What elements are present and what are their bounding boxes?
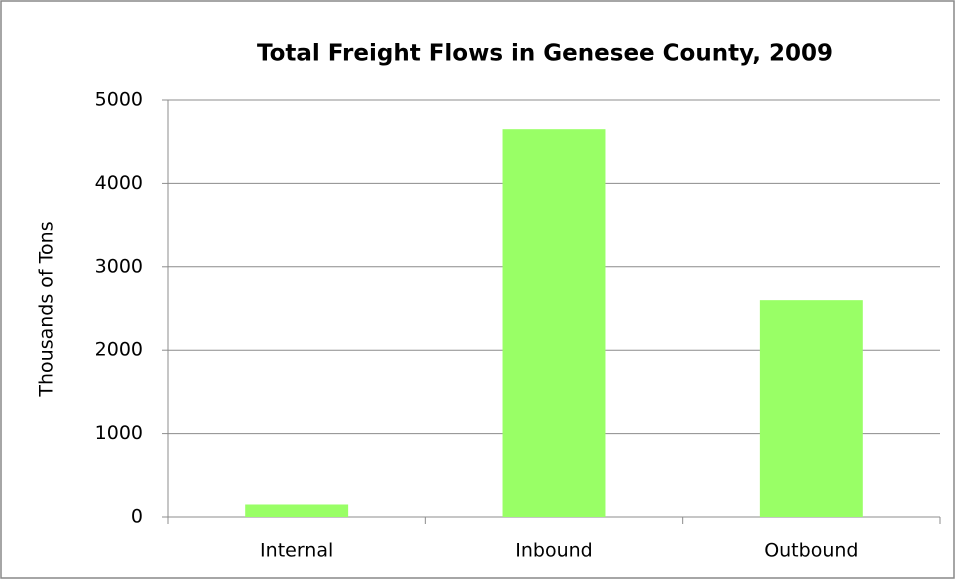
x-tick-label: Internal (260, 540, 333, 562)
y-axis-label: Thousands of Tons (36, 221, 58, 397)
bar (502, 129, 606, 517)
x-tick-label: Outbound (764, 540, 858, 562)
y-tick-label: 1000 (95, 422, 143, 444)
x-tick-label: Inbound (515, 540, 592, 562)
y-tick-label: 4000 (95, 172, 143, 194)
y-tick-label: 5000 (95, 89, 143, 111)
bar (245, 504, 349, 517)
y-tick-label: 2000 (95, 339, 143, 361)
y-tick-label: 3000 (95, 255, 143, 277)
bar (759, 300, 863, 517)
y-tick-label: 0 (131, 506, 143, 528)
chart-title: Total Freight Flows in Genesee County, 2… (257, 41, 833, 67)
